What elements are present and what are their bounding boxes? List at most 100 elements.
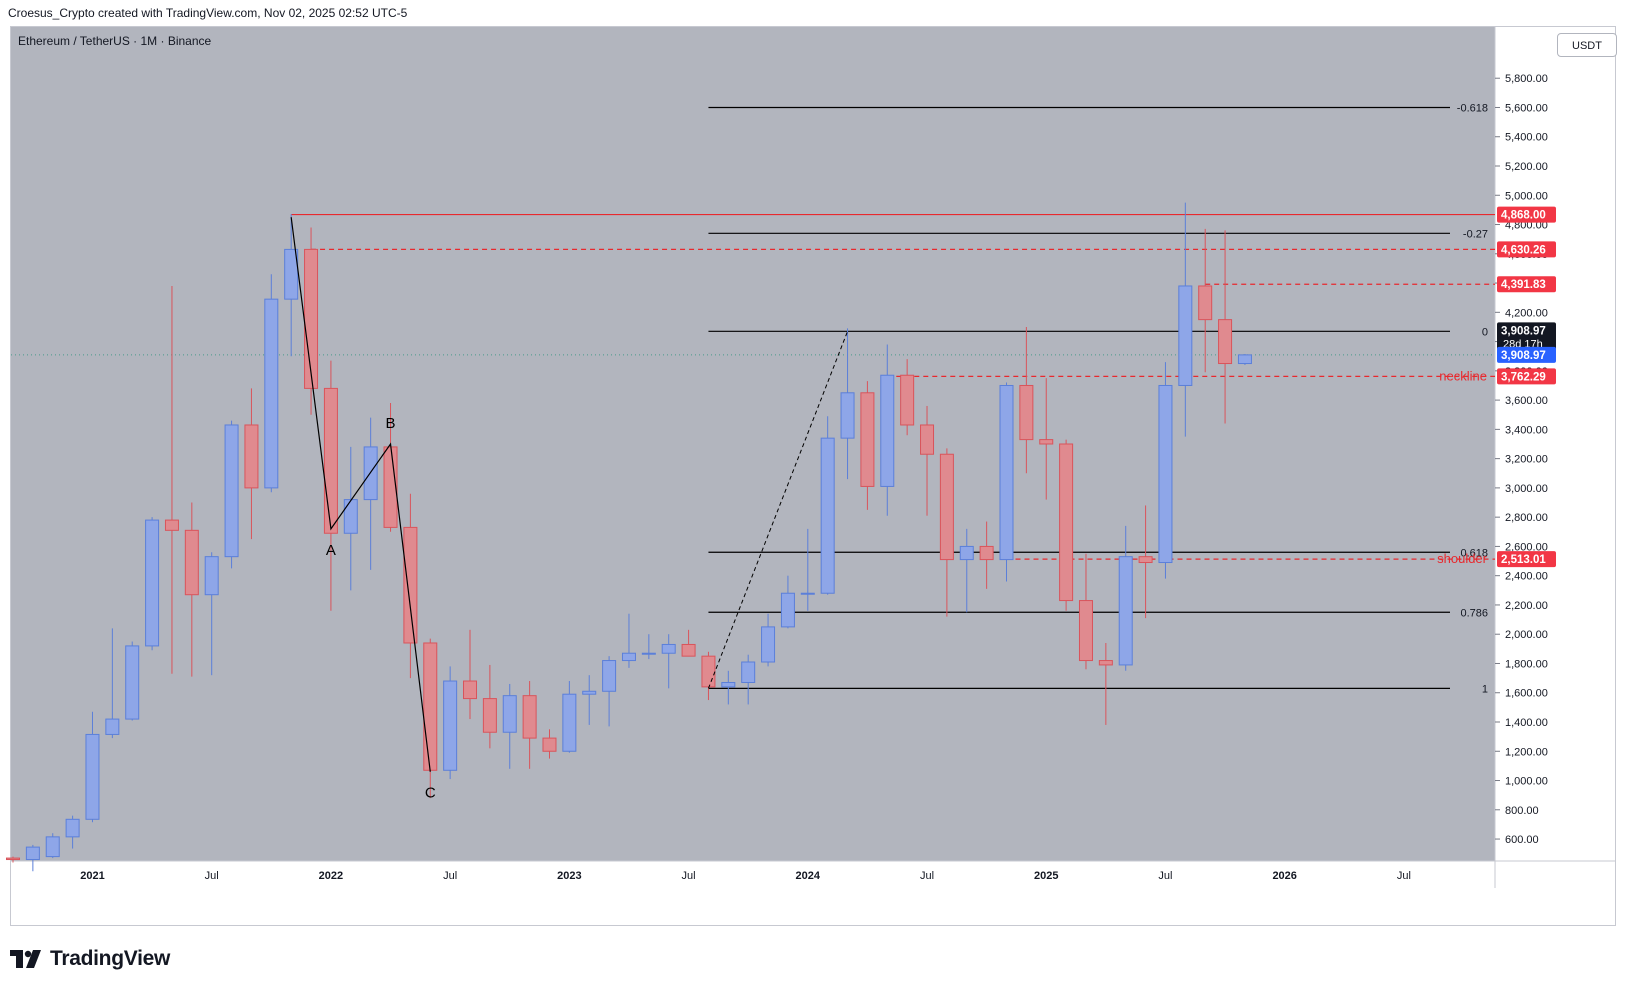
candle-body xyxy=(542,737,557,752)
candle-body xyxy=(423,642,438,771)
candle-body xyxy=(1039,439,1054,445)
candle-body xyxy=(761,626,776,663)
candle-body xyxy=(701,655,716,688)
fib-level-label: 1 xyxy=(1482,683,1488,695)
candle-body xyxy=(880,374,895,487)
price-axis-background xyxy=(1495,27,1615,861)
fib-level-label: 0 xyxy=(1482,326,1488,338)
candle-body xyxy=(1118,556,1133,666)
last-price-badge xyxy=(1497,346,1556,363)
time-axis-tick-label: Jul xyxy=(920,870,934,882)
price-axis-tick-label: 2,400.00 xyxy=(1505,571,1548,583)
projection-line xyxy=(707,331,849,689)
price-axis-tick-label: 1,600.00 xyxy=(1505,688,1548,700)
candle-body xyxy=(1059,443,1074,602)
candle-body xyxy=(1138,556,1153,564)
price-level-badge xyxy=(1497,551,1556,568)
time-axis-tick-label: Jul xyxy=(205,870,219,882)
last-price-badge-text: 3,908.97 xyxy=(1501,350,1546,362)
price-axis-tick-label: 5,800.00 xyxy=(1505,73,1548,85)
candle-body xyxy=(1198,285,1213,321)
candle-body xyxy=(582,690,597,695)
candle-body xyxy=(164,519,179,531)
candle-body xyxy=(1098,660,1113,666)
candle-body xyxy=(204,556,219,596)
candle-body xyxy=(105,718,120,735)
wave-label-a: A xyxy=(326,542,336,559)
time-axis-tick-label: 2024 xyxy=(796,870,821,882)
fib-level-label: 0.618 xyxy=(1460,547,1488,559)
candle-body xyxy=(959,545,974,561)
candle-body xyxy=(979,545,994,561)
price-level-badge-text: 4,391.83 xyxy=(1501,279,1546,291)
wave-label-c: C xyxy=(425,785,436,802)
candle-body xyxy=(602,660,617,692)
tradingview-logo-icon xyxy=(10,950,41,968)
tradingview-logo: TradingView xyxy=(10,944,170,974)
candle-body xyxy=(820,437,835,594)
price-level-badge xyxy=(1497,276,1556,293)
time-axis-tick-label: Jul xyxy=(443,870,457,882)
price-axis-tick-label: 1,000.00 xyxy=(1505,776,1548,788)
current-price-badge xyxy=(1497,322,1556,353)
price-axis-tick-label: 3,400.00 xyxy=(1505,424,1548,436)
candle-body xyxy=(224,424,239,558)
candle-body xyxy=(1237,354,1252,365)
currency-selector-button[interactable]: USDT xyxy=(1557,33,1617,57)
fib-level-label: 0.786 xyxy=(1460,607,1488,619)
candle-body xyxy=(443,680,458,771)
price-level-annotation: neckline xyxy=(1439,368,1487,383)
time-axis-tick-label: Jul xyxy=(1158,870,1172,882)
tradingview-brand-text: TradingView xyxy=(50,947,171,970)
time-axis-tick-label: 2025 xyxy=(1034,870,1058,882)
candle-body xyxy=(323,387,338,534)
price-level-badge xyxy=(1497,206,1556,223)
time-axis-tick-label: 2026 xyxy=(1272,870,1296,882)
price-level-badge xyxy=(1497,368,1556,385)
price-axis-tick-label: 2,000.00 xyxy=(1505,629,1548,641)
time-axis-tick-label: 2023 xyxy=(557,870,581,882)
candle-body xyxy=(403,526,418,644)
candle-body xyxy=(1218,319,1233,365)
time-axis-tick-label: Jul xyxy=(1397,870,1411,882)
candle-body xyxy=(343,499,358,534)
candle-body xyxy=(522,695,537,739)
price-axis-tick-label: 5,400.00 xyxy=(1505,132,1548,144)
candle-body xyxy=(800,592,815,595)
candle-body xyxy=(741,661,756,683)
price-axis-tick-label: 3,600.00 xyxy=(1505,395,1548,407)
candle-body xyxy=(1078,600,1093,662)
chart-attribution-header: Croesus_Crypto created with TradingView.… xyxy=(8,6,408,20)
candle-body xyxy=(463,680,478,700)
candle-body xyxy=(1019,384,1034,441)
candle-body xyxy=(780,592,795,628)
candle-body xyxy=(145,519,160,647)
price-level-badge-text: 4,868.00 xyxy=(1501,210,1546,222)
fib-level-label: -0.27 xyxy=(1463,228,1488,240)
candle-body xyxy=(621,652,636,662)
candle-body xyxy=(661,643,676,654)
price-axis-tick-label: 5,200.00 xyxy=(1505,161,1548,173)
candle-body xyxy=(860,392,875,487)
candle-body xyxy=(25,846,40,861)
candle-body xyxy=(284,248,299,300)
symbol-title[interactable]: Ethereum / TetherUS · 1M · Binance xyxy=(18,34,212,48)
candle-body xyxy=(900,374,915,426)
price-axis-tick-label: 2,200.00 xyxy=(1505,600,1548,612)
time-axis-tick-label: 2021 xyxy=(80,870,104,882)
candle-body xyxy=(999,384,1014,561)
candle-body xyxy=(6,857,20,861)
price-axis-tick-label: 1,400.00 xyxy=(1505,717,1548,729)
candle-body xyxy=(184,529,199,596)
price-axis-tick-label: 2,800.00 xyxy=(1505,512,1548,524)
candle-body xyxy=(920,424,935,455)
price-axis-tick-label: 3,000.00 xyxy=(1505,483,1548,495)
time-axis-tick-label: Jul xyxy=(682,870,696,882)
price-axis-tick-label: 800.00 xyxy=(1505,805,1539,817)
candle-body xyxy=(65,818,80,838)
price-level-badge-text: 2,513.01 xyxy=(1501,554,1546,566)
candle-body xyxy=(721,681,736,688)
price-axis-tick-label: 5,000.00 xyxy=(1505,190,1548,202)
price-axis-tick-label: 5,600.00 xyxy=(1505,102,1548,114)
